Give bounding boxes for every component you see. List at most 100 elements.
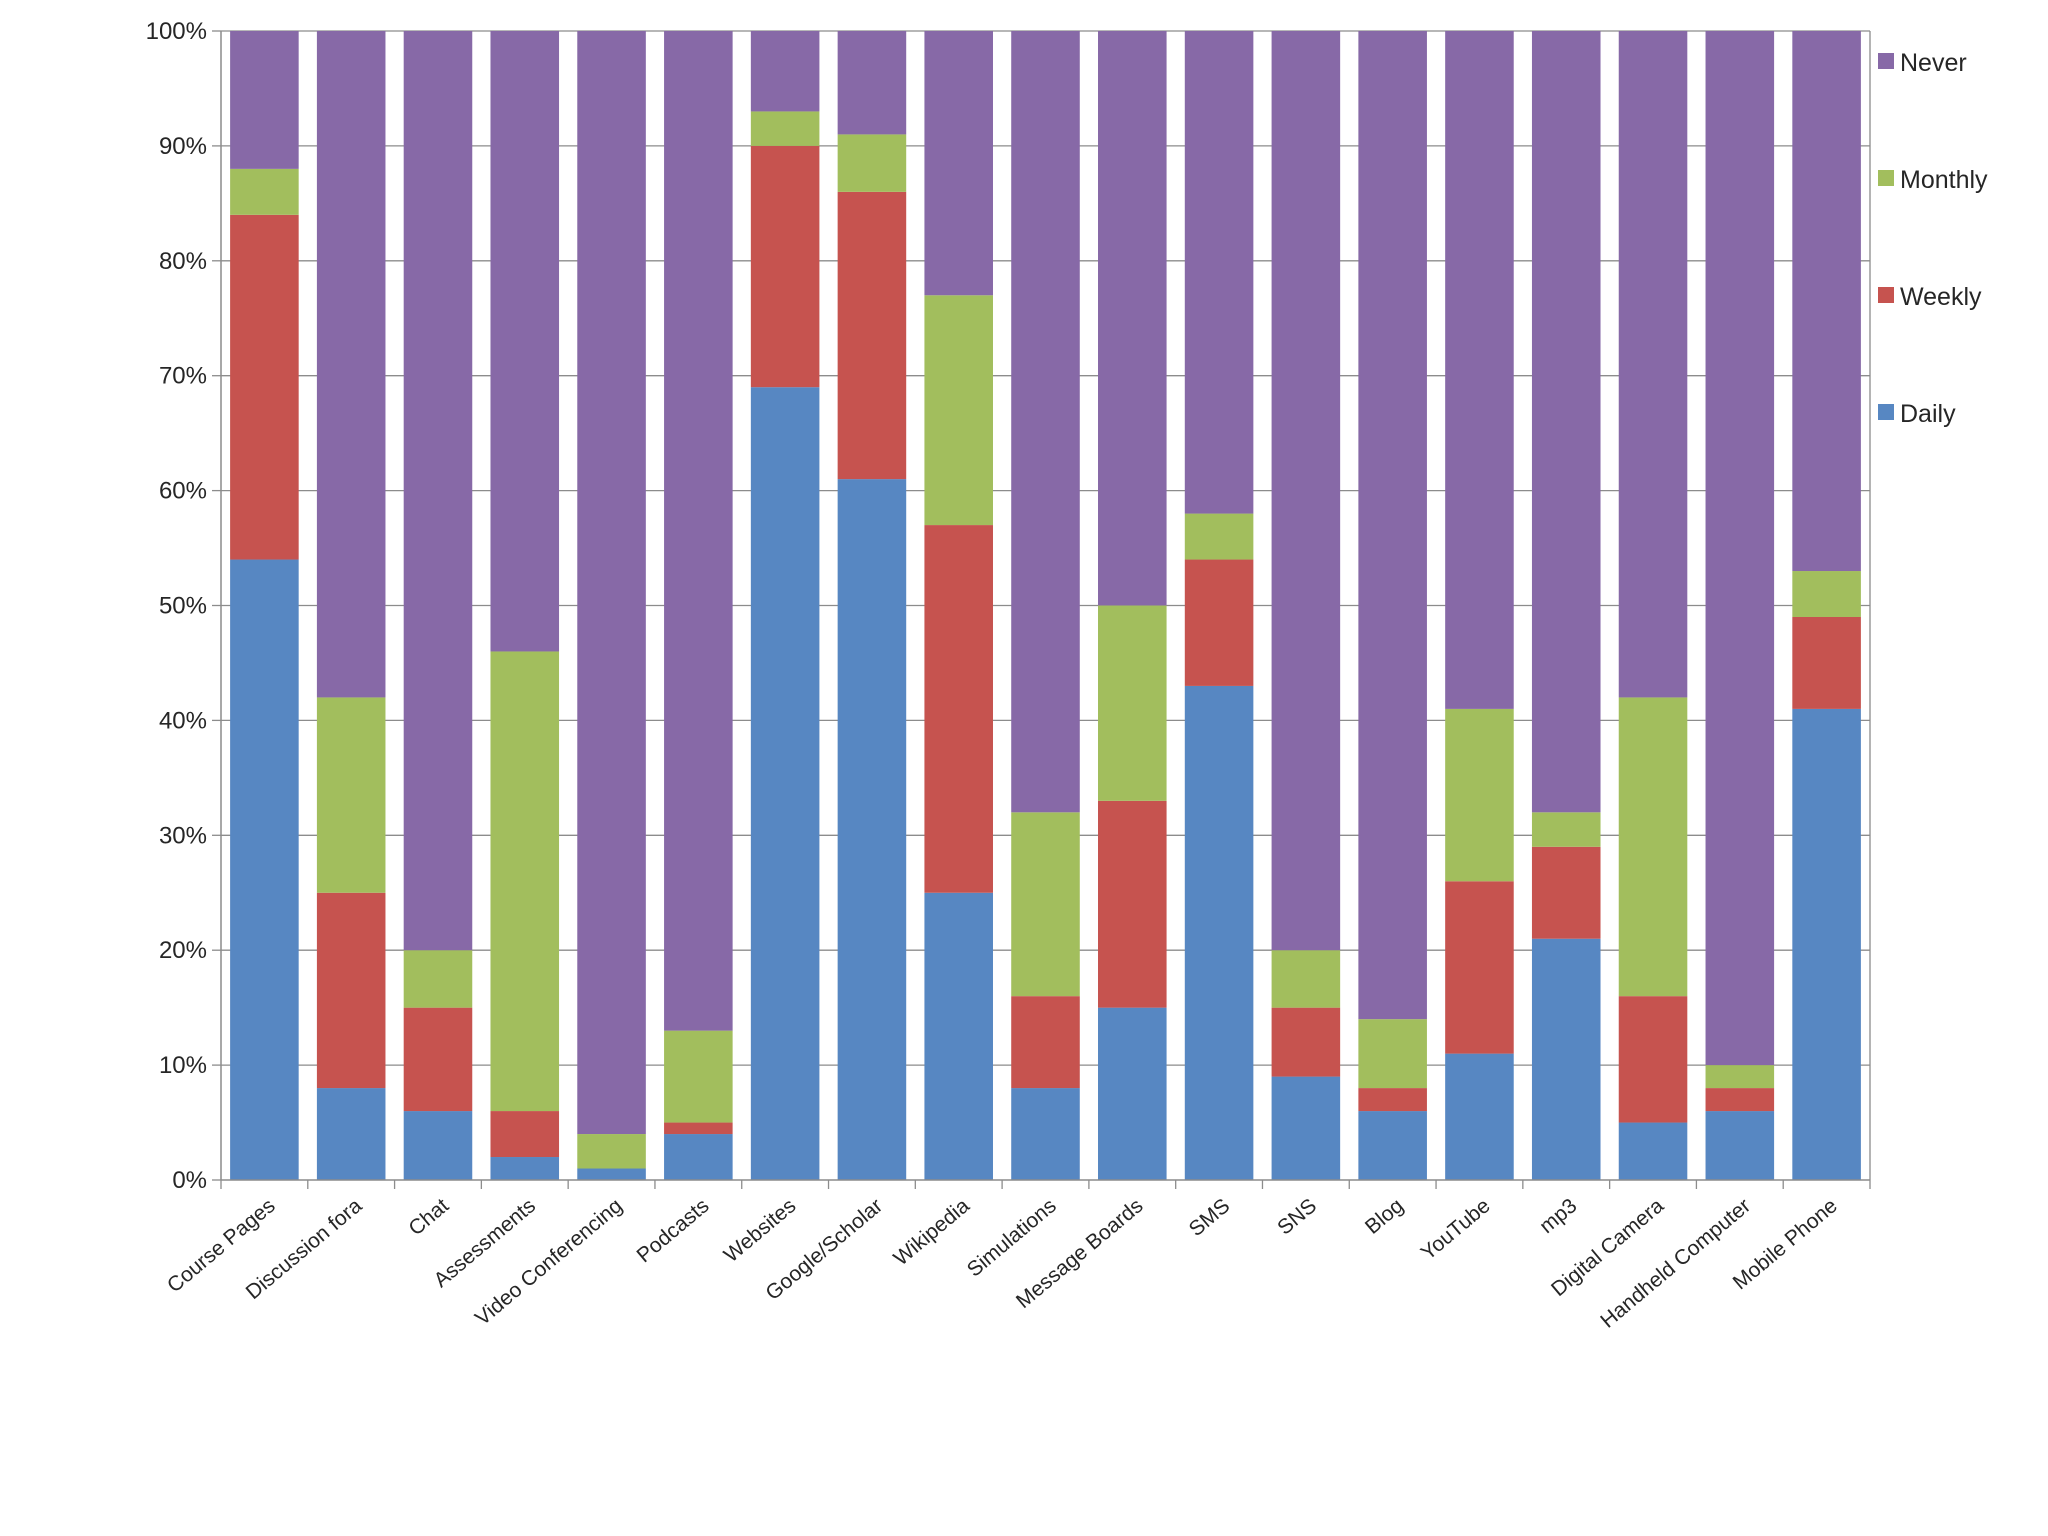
x-category-label: YouTube [1417, 1194, 1495, 1265]
bar-handheld-computer-daily [1705, 1111, 1775, 1180]
bar-sms-monthly [1184, 513, 1254, 560]
bar-course-pages-monthly [230, 168, 299, 215]
bar-youtube-daily [1445, 1053, 1514, 1180]
bar-discussion-fora-never [316, 31, 386, 698]
bar-websites-daily [750, 387, 820, 1180]
bar-assessments-weekly [490, 1111, 560, 1158]
x-category-label: Chat [404, 1194, 453, 1240]
legend: Never Monthly Weekly Daily [1878, 49, 1988, 428]
x-category-label: mp3 [1535, 1194, 1581, 1238]
bars [230, 31, 1861, 1180]
bar-mobile-phone-never [1792, 31, 1861, 572]
bar-message-boards-monthly [1098, 605, 1167, 801]
bar-course-pages-never [230, 31, 299, 169]
bar-podcasts-weekly [664, 1122, 733, 1135]
y-tick-label: 60% [159, 478, 207, 505]
bar-video-conferencing-never [577, 31, 646, 1135]
bar-websites-weekly [750, 145, 820, 388]
bar-digital-camera-monthly [1618, 697, 1688, 997]
bar-chat-weekly [403, 1007, 473, 1112]
x-category-label: Podcasts [633, 1194, 714, 1267]
bar-websites-never [750, 31, 820, 112]
x-category-label: SNS [1273, 1194, 1321, 1239]
bar-youtube-monthly [1445, 708, 1514, 882]
legend-label-monthly: Monthly [1900, 166, 1988, 194]
bar-blog-daily [1358, 1111, 1427, 1180]
y-tick-label: 30% [159, 822, 207, 849]
bar-course-pages-daily [230, 559, 299, 1180]
bar-google-scholar-daily [837, 479, 907, 1180]
bar-google-scholar-weekly [837, 191, 907, 480]
bar-assessments-never [490, 31, 560, 652]
bar-mp3-weekly [1531, 846, 1601, 939]
x-category-label: Websites [720, 1194, 801, 1267]
axes [212, 30, 1871, 1189]
bar-chat-daily [403, 1111, 473, 1180]
bar-discussion-fora-daily [316, 1088, 386, 1180]
bar-sns-never [1271, 31, 1341, 951]
legend-label-never: Never [1900, 49, 1967, 77]
bar-youtube-weekly [1445, 881, 1514, 1054]
bar-sms-weekly [1184, 559, 1254, 686]
bar-discussion-fora-monthly [316, 697, 386, 893]
bar-mp3-daily [1531, 938, 1601, 1180]
bar-websites-monthly [750, 111, 820, 146]
bar-sms-never [1184, 31, 1254, 514]
bar-wikipedia-monthly [924, 295, 993, 526]
bar-message-boards-weekly [1098, 800, 1167, 1008]
bar-youtube-never [1445, 31, 1514, 709]
bar-assessments-daily [490, 1157, 560, 1180]
bar-sns-daily [1271, 1076, 1341, 1180]
x-category-label: SMS [1185, 1194, 1235, 1241]
bar-blog-monthly [1358, 1019, 1427, 1089]
y-tick-label: 40% [159, 707, 207, 734]
bar-wikipedia-weekly [924, 525, 993, 893]
bar-chat-monthly [403, 950, 473, 1008]
y-tick-label: 20% [159, 937, 207, 964]
legend-swatch-weekly [1878, 287, 1894, 303]
legend-swatch-daily [1878, 404, 1894, 420]
x-category-label: Wikipedia [889, 1194, 974, 1270]
bar-discussion-fora-weekly [316, 892, 386, 1089]
bar-simulations-weekly [1011, 996, 1080, 1089]
y-tick-label: 50% [159, 593, 207, 620]
bar-google-scholar-never [837, 31, 907, 135]
y-tick-label: 70% [159, 363, 207, 390]
bar-google-scholar-monthly [837, 134, 907, 192]
bar-message-boards-never [1098, 31, 1167, 606]
y-tick-label: 0% [172, 1167, 207, 1194]
bar-sns-monthly [1271, 950, 1341, 1008]
bar-course-pages-weekly [230, 214, 299, 560]
bar-digital-camera-never [1618, 31, 1688, 698]
y-tick-labels: 0% 10% 20% 30% 40% 50% 60% 70% 80% 90% 100% [146, 18, 207, 1194]
bar-podcasts-never [664, 31, 733, 1031]
y-tick-label: 100% [146, 18, 207, 45]
y-tick-label: 80% [159, 248, 207, 275]
bar-handheld-computer-never [1705, 31, 1775, 1066]
x-category-label: Blog [1361, 1194, 1408, 1239]
legend-swatch-never [1878, 53, 1894, 69]
bar-simulations-never [1011, 31, 1080, 813]
bar-assessments-monthly [490, 651, 560, 1112]
bar-podcasts-daily [664, 1134, 733, 1180]
bar-message-boards-daily [1098, 1007, 1167, 1180]
bar-mp3-monthly [1531, 812, 1601, 847]
bar-wikipedia-daily [924, 892, 993, 1180]
bar-simulations-daily [1011, 1088, 1080, 1180]
legend-swatch-monthly [1878, 170, 1894, 186]
bar-handheld-computer-monthly [1705, 1065, 1775, 1089]
bar-blog-weekly [1358, 1088, 1427, 1112]
bar-digital-camera-weekly [1618, 996, 1688, 1123]
bar-simulations-monthly [1011, 812, 1080, 997]
bar-digital-camera-daily [1618, 1122, 1688, 1180]
bar-handheld-computer-weekly [1705, 1088, 1775, 1112]
y-tick-label: 90% [159, 133, 207, 160]
bar-sns-weekly [1271, 1007, 1341, 1077]
bar-chat-never [403, 31, 473, 951]
bar-mobile-phone-weekly [1792, 616, 1861, 709]
legend-label-daily: Daily [1900, 400, 1956, 428]
bar-video-conferencing-monthly [577, 1134, 646, 1169]
bar-mobile-phone-daily [1792, 708, 1861, 1180]
